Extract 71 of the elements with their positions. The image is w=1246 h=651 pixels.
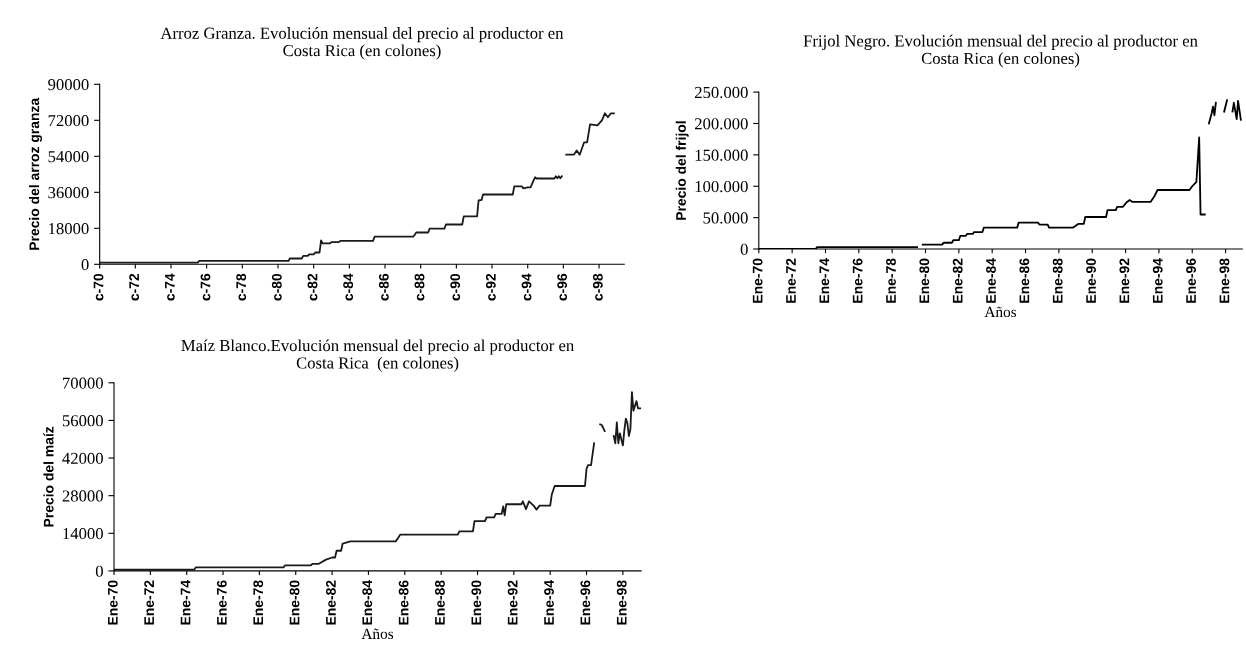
x-tick-label: Ene-90 bbox=[471, 580, 482, 625]
y-axis-title: Precio del frijol bbox=[675, 121, 689, 220]
y-tick-label: 42000 bbox=[62, 452, 103, 464]
x-tick-label: Ene-76 bbox=[216, 580, 227, 625]
x-tick-label: Ene-84 bbox=[362, 580, 373, 625]
x-tick-label: Ene-92 bbox=[507, 580, 518, 625]
y-tick-label: 0 bbox=[81, 259, 89, 271]
x-tick-label: Ene-78 bbox=[886, 258, 896, 303]
x-tick-label: Ene-88 bbox=[435, 580, 445, 625]
y-tick-label: 56000 bbox=[62, 415, 103, 427]
x-tick-label: c-76 bbox=[200, 273, 211, 301]
y-tick-label: 72000 bbox=[48, 115, 89, 127]
x-tick-label: Ene-96 bbox=[580, 580, 591, 625]
x-tick-label: c-86 bbox=[378, 273, 389, 301]
y-axis-title: Precio del arroz granza bbox=[29, 97, 43, 250]
x-tick-label: Ene-96 bbox=[1186, 258, 1196, 303]
x-tick-label: Ene-90 bbox=[1086, 258, 1096, 303]
x-tick-label: Ene-86 bbox=[398, 580, 409, 625]
x-tick-label: c-74 bbox=[165, 273, 175, 301]
y-tick-label: 36000 bbox=[48, 187, 89, 199]
x-tick-label: Ene-86 bbox=[1019, 258, 1030, 303]
chart-title: Maíz Blanco.Evolución mensual del precio al productor en Costa Rica (en colones) bbox=[181, 339, 574, 372]
x-axis-title: Años bbox=[361, 628, 394, 640]
y-tick-label: 90000 bbox=[48, 79, 89, 91]
x-tick-label: Ene-94 bbox=[1152, 258, 1163, 303]
y-tick-label: 0 bbox=[740, 243, 748, 255]
x-tick-label: Ene-98 bbox=[1219, 258, 1230, 303]
x-tick-label: Ene-72 bbox=[144, 580, 155, 625]
y-axis-title: Precio del maíz bbox=[43, 426, 54, 527]
x-tick-label: Ene-98 bbox=[616, 580, 627, 625]
x-tick-label: c-70 bbox=[93, 273, 104, 301]
x-tick-label: Ene-82 bbox=[952, 258, 963, 303]
x-tick-label: Ene-70 bbox=[107, 580, 118, 625]
x-tick-label: c-78 bbox=[236, 273, 247, 301]
x-tick-label: Ene-84 bbox=[986, 258, 996, 303]
x-tick-label: Ene-88 bbox=[1052, 258, 1063, 303]
y-tick-label: 54000 bbox=[48, 151, 89, 163]
x-tick-label: Ene-74 bbox=[819, 258, 830, 303]
x-tick-label: c-80 bbox=[271, 273, 282, 301]
x-tick-label: c-72 bbox=[129, 273, 140, 301]
x-tick-label: Ene-74 bbox=[180, 580, 191, 625]
x-tick-label: Ene-80 bbox=[919, 258, 930, 303]
x-tick-label: Ene-92 bbox=[1119, 258, 1130, 303]
x-axis-title: Años bbox=[984, 306, 1017, 318]
x-tick-label: c-96 bbox=[557, 273, 568, 301]
y-tick-label: 14000 bbox=[63, 528, 103, 540]
x-tick-label: Ene-72 bbox=[786, 258, 796, 303]
x-tick-label: Ene-76 bbox=[852, 258, 863, 303]
y-tick-label: 150.000 bbox=[695, 149, 748, 161]
chart-title: Arroz Granza. Evolución mensual del precio al productor en Costa Rica (en colones) bbox=[160, 27, 564, 60]
x-tick-label: Ene-70 bbox=[752, 258, 763, 303]
y-tick-label: 28000 bbox=[62, 490, 103, 502]
y-tick-label: 250.000 bbox=[694, 86, 748, 99]
x-tick-label: c-84 bbox=[343, 273, 354, 301]
y-tick-label: 50.000 bbox=[703, 212, 748, 224]
y-tick-label: 70000 bbox=[63, 377, 103, 389]
x-tick-label: c-98 bbox=[592, 273, 603, 301]
y-tick-label: 100.000 bbox=[695, 180, 748, 193]
x-tick-label: c-82 bbox=[307, 273, 318, 301]
y-tick-label: 0 bbox=[95, 565, 103, 577]
x-tick-label: Ene-94 bbox=[544, 580, 554, 625]
x-tick-label: Ene-80 bbox=[289, 580, 300, 625]
y-tick-label: 200.000 bbox=[694, 118, 748, 130]
y-tick-label: 18000 bbox=[49, 223, 89, 235]
chart-title: Frijol Negro. Evolución mensual del precio al productor en Costa Rica (en colones) bbox=[803, 34, 1198, 68]
x-tick-label: c-88 bbox=[414, 273, 425, 301]
x-tick-label: c-92 bbox=[485, 273, 496, 301]
x-tick-label: Ene-82 bbox=[326, 580, 336, 625]
x-tick-label: Ene-78 bbox=[253, 580, 264, 625]
x-tick-label: c-94 bbox=[521, 273, 532, 301]
x-tick-label: c-90 bbox=[450, 273, 461, 301]
